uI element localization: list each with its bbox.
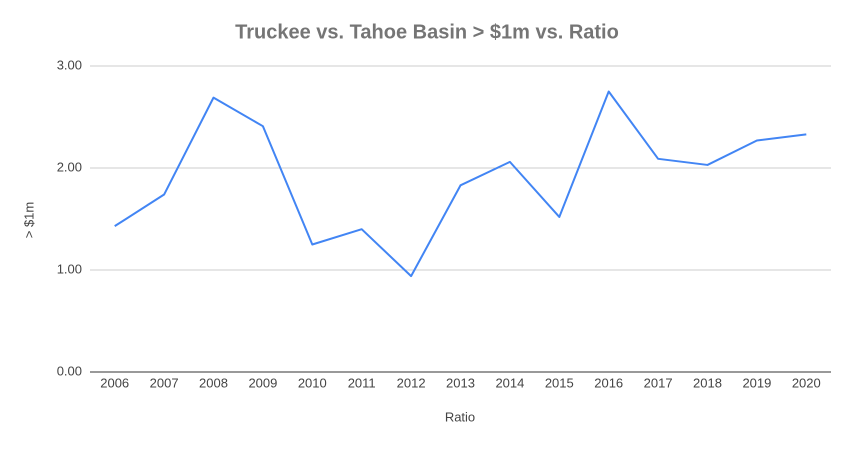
- x-tick-label: 2012: [397, 375, 426, 390]
- x-tick-label: 2007: [150, 375, 179, 390]
- data-line: [114, 90, 807, 278]
- x-tick-label: 2013: [446, 375, 475, 390]
- x-tick-label: 2006: [100, 375, 129, 390]
- x-tick-label: 2015: [545, 375, 574, 390]
- x-tick-label: 2008: [199, 375, 228, 390]
- y-tick-label: 2.00: [57, 159, 82, 174]
- x-tick-label: 2017: [644, 375, 673, 390]
- x-tick-label: 2020: [792, 375, 821, 390]
- x-tick-label: 2014: [495, 375, 524, 390]
- y-tick-label: 1.00: [57, 261, 82, 276]
- x-tick-label: 2016: [594, 375, 623, 390]
- x-tick-label: 2018: [693, 375, 722, 390]
- y-tick-label: 3.00: [57, 57, 82, 72]
- y-axis-label: > $1m: [21, 202, 36, 239]
- x-tick-label: 2009: [248, 375, 277, 390]
- x-tick-label: 2019: [742, 375, 771, 390]
- y-tick-label: 0.00: [57, 363, 82, 378]
- x-tick-label: 2011: [348, 375, 376, 390]
- x-tick-label: 2010: [298, 375, 327, 390]
- chart-title: Truckee vs. Tahoe Basin > $1m vs. Ratio: [235, 21, 619, 43]
- x-axis-label: Ratio: [445, 409, 475, 424]
